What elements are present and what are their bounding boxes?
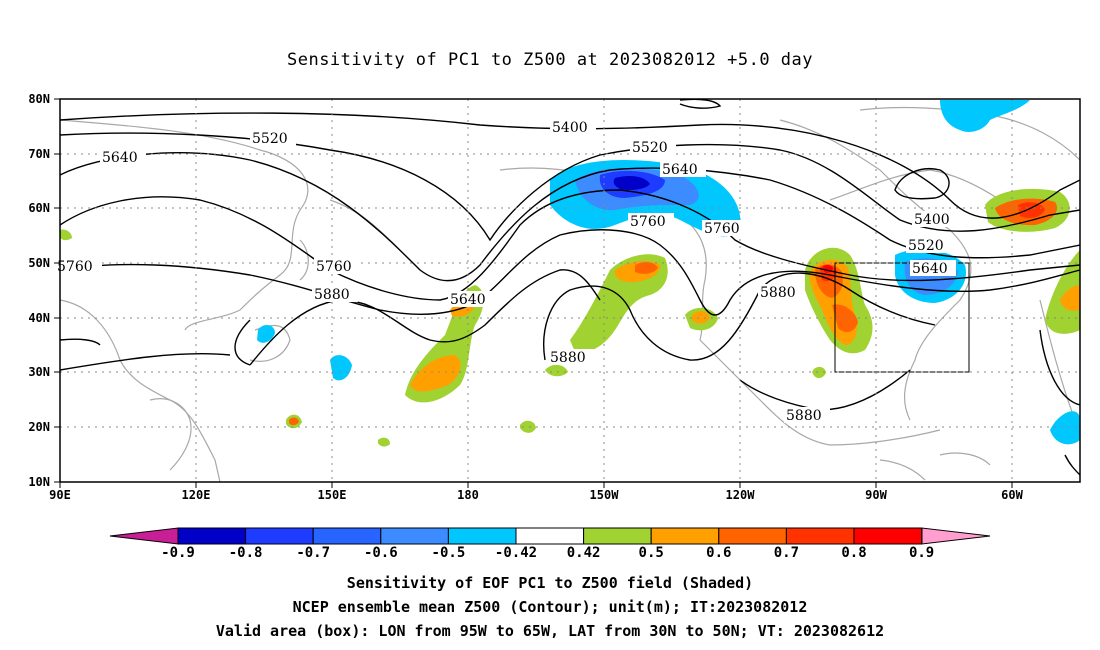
lat-tick-label: 10N xyxy=(28,475,50,489)
tick-marks xyxy=(54,98,1013,488)
contour-label: 5640 xyxy=(912,261,948,277)
colorbar-label: 0.9 xyxy=(909,545,934,561)
map-title: Sensitivity of PC1 to Z500 at 2023082012… xyxy=(286,50,813,70)
gridlines xyxy=(60,99,1080,482)
lat-tick-label: 50N xyxy=(28,256,50,270)
lat-tick-label: 30N xyxy=(28,365,50,379)
colorbar: -0.9 -0.8 -0.7 -0.6 -0.5 -0.42 0.42 0.5 0.6 0.7 0.… xyxy=(109,527,991,561)
lat-tick-label: 40N xyxy=(28,311,50,325)
lon-tick-label: 150W xyxy=(590,488,620,502)
contour-label: 5400 xyxy=(552,120,588,136)
lon-tick-label: 60W xyxy=(1001,488,1023,502)
colorbar-cell xyxy=(515,527,585,545)
colorbar-label: 0.5 xyxy=(639,545,664,561)
colorbar-cell xyxy=(380,527,449,545)
colorbar-cell xyxy=(177,527,247,545)
colorbar-label: 0.42 xyxy=(567,545,601,561)
lon-tick-label: 90E xyxy=(49,488,71,502)
caption-line-2: NCEP ensemble mean Z500 (Contour); unit(… xyxy=(292,598,808,616)
lat-tick-labels: 80N 70N 60N 50N 40N 30N 20N 10N xyxy=(28,92,50,489)
contour-label: 5880 xyxy=(786,408,822,424)
plot-frame xyxy=(59,98,1081,483)
contour-label: 5520 xyxy=(632,140,668,156)
colorbar-cell xyxy=(447,527,517,545)
colorbar-cell xyxy=(245,527,314,545)
colorbar-label: -0.5 xyxy=(432,545,466,561)
contour-label: 5760 xyxy=(704,221,740,237)
lon-tick-labels: 90E 120E 150E 180 150W 120W 90W 60W xyxy=(49,488,1023,502)
contour-labels: 5520 5400 5640 5520 5640 5760 5760 5760 … xyxy=(56,119,958,424)
colorbar-label: 0.7 xyxy=(774,545,799,561)
lat-tick-label: 70N xyxy=(28,147,50,161)
colorbar-label: -0.6 xyxy=(364,545,398,561)
colorbar-high-arrow xyxy=(921,527,991,545)
colorbar-low-arrow xyxy=(109,527,179,545)
lat-tick-label: 20N xyxy=(28,420,50,434)
colorbar-label: -0.9 xyxy=(161,545,195,561)
caption-line-1: Sensitivity of EOF PC1 to Z500 field (Sh… xyxy=(346,574,754,592)
colorbar-label: -0.8 xyxy=(229,545,263,561)
colorbar-cell xyxy=(583,527,652,545)
colorbar-cell xyxy=(785,527,855,545)
contour-label: 5640 xyxy=(102,150,138,166)
contour-label: 5760 xyxy=(316,259,352,275)
colorbar-label: 0.8 xyxy=(841,545,866,561)
contour-label: 5880 xyxy=(550,350,586,366)
contour-label: 5520 xyxy=(252,131,288,147)
caption-line-3: Valid area (box): LON from 95W to 65W, L… xyxy=(215,622,885,640)
contour-label: 5640 xyxy=(450,292,486,308)
contour-label: 5520 xyxy=(908,238,944,254)
lat-tick-label: 60N xyxy=(28,201,50,215)
colorbar-cell xyxy=(312,527,382,545)
lon-tick-label: 120W xyxy=(726,488,756,502)
lon-tick-label: 120E xyxy=(182,488,211,502)
contour-label: 5640 xyxy=(662,162,698,178)
colorbar-cell xyxy=(650,527,720,545)
lon-tick-label: 150E xyxy=(318,488,347,502)
colorbar-label: -0.42 xyxy=(495,545,537,561)
contour-label: 5880 xyxy=(760,285,796,301)
colorbar-cell xyxy=(853,527,923,545)
lon-tick-label: 90W xyxy=(865,488,887,502)
contour-label: 5760 xyxy=(630,214,666,230)
contour-label: 5880 xyxy=(314,287,350,303)
colorbar-cell xyxy=(718,527,787,545)
colorbar-label: 0.6 xyxy=(706,545,731,561)
lon-tick-label: 180 xyxy=(457,488,479,502)
colorbar-label: -0.7 xyxy=(296,545,330,561)
contour-label: 5400 xyxy=(914,212,950,228)
contour-label: 5760 xyxy=(57,259,93,275)
lat-tick-label: 80N xyxy=(28,92,50,106)
